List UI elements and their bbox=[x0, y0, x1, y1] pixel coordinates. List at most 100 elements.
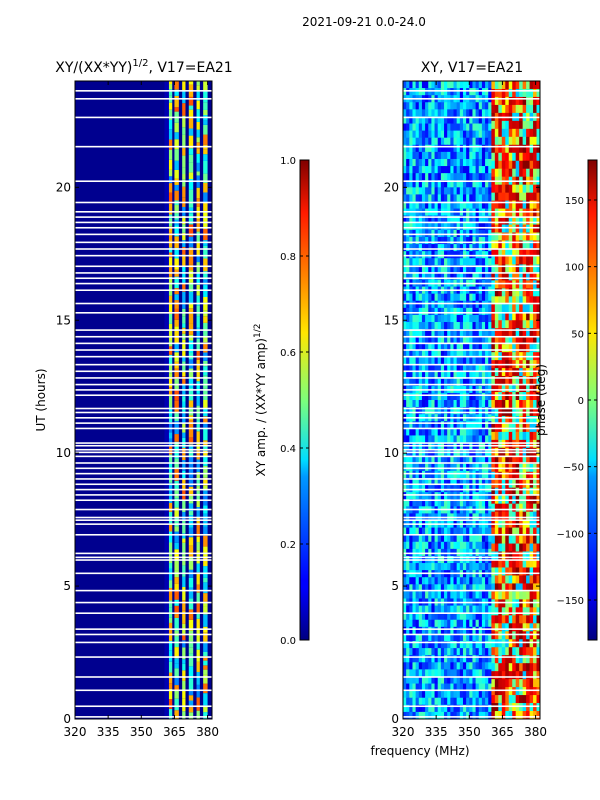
right-noise-cell bbox=[462, 499, 467, 507]
right-noise-cell bbox=[478, 364, 483, 373]
right-noise-cell bbox=[418, 400, 423, 408]
right-noise-cell bbox=[409, 619, 413, 628]
left-colorbar-ticks: 0.00.20.40.60.81.0 bbox=[280, 156, 309, 647]
right-noise-cell bbox=[456, 492, 461, 500]
right-noise-cell bbox=[447, 300, 451, 309]
right-noise-cell bbox=[434, 577, 439, 585]
right-structure-cell bbox=[519, 160, 524, 170]
right-noise-cell bbox=[425, 655, 429, 663]
right-noise-cell bbox=[437, 371, 442, 380]
right-noise-cell bbox=[488, 577, 492, 585]
right-structure-cell bbox=[512, 711, 517, 719]
left-band-5-cell bbox=[203, 427, 208, 441]
right-structure-cell bbox=[491, 695, 496, 704]
right-noise-cell bbox=[462, 527, 467, 536]
right-structure-cell bbox=[505, 431, 510, 441]
right-noise-cell bbox=[409, 704, 413, 713]
right-noise-cell bbox=[453, 435, 458, 444]
right-noise-cell bbox=[409, 88, 413, 96]
right-noise-cell bbox=[409, 123, 413, 132]
right-noise-cell bbox=[459, 641, 464, 649]
right-structure-cell bbox=[512, 384, 517, 393]
right-noise-cell bbox=[415, 421, 420, 429]
right-noise-cell bbox=[459, 563, 464, 571]
right-noise-cell bbox=[469, 534, 473, 543]
right-structure-cell bbox=[501, 208, 506, 218]
right-noise-cell bbox=[456, 364, 461, 373]
right-structure-cell bbox=[491, 559, 496, 568]
right-noise-cell bbox=[447, 187, 451, 195]
right-noise-cell bbox=[434, 102, 439, 110]
left-band-0-cell bbox=[168, 183, 173, 193]
right-gap-row bbox=[403, 641, 540, 644]
right-noise-cell bbox=[456, 151, 461, 160]
right-noise-cell bbox=[462, 265, 467, 273]
right-structure-cell bbox=[505, 663, 510, 672]
right-noise-cell bbox=[403, 201, 407, 210]
right-noise-cell bbox=[415, 577, 420, 585]
left-gap-row bbox=[75, 451, 212, 454]
right-noise-cell bbox=[415, 137, 420, 146]
left-band-5-cell bbox=[203, 296, 208, 303]
right-noise-cell bbox=[447, 563, 451, 571]
right-noise-cell bbox=[466, 449, 470, 458]
right-noise-cell bbox=[444, 704, 448, 713]
right-structure-cell bbox=[515, 144, 520, 154]
right-gap-row bbox=[403, 442, 540, 444]
left-band-0-cell bbox=[168, 282, 173, 296]
right-noise-cell bbox=[485, 577, 489, 585]
right-structure-cell bbox=[522, 527, 527, 537]
right-structure-cell bbox=[519, 543, 524, 553]
right-structure-cell bbox=[526, 376, 531, 385]
right-noise-cell bbox=[406, 173, 410, 181]
right-noise-cell bbox=[450, 619, 455, 628]
right-noise-cell bbox=[409, 655, 413, 663]
right-structure-cell bbox=[529, 511, 534, 521]
right-noise-cell bbox=[440, 300, 445, 309]
right-noise-cell bbox=[481, 584, 486, 592]
left-band-0-cell bbox=[168, 699, 173, 709]
right-noise-cell bbox=[421, 704, 426, 713]
right-structure-cell bbox=[515, 160, 520, 170]
right-noise-cell bbox=[447, 676, 451, 685]
right-structure-cell bbox=[519, 527, 524, 537]
right-noise-cell bbox=[440, 265, 445, 273]
right-noise-cell bbox=[453, 563, 458, 571]
right-structure-cell bbox=[491, 224, 496, 234]
right-noise-cell bbox=[450, 633, 455, 642]
right-noise-cell bbox=[488, 364, 492, 373]
right-structure-cell bbox=[508, 599, 513, 608]
right-structure-cell bbox=[515, 232, 520, 241]
right-noise-cell bbox=[488, 222, 492, 231]
right-noise-cell bbox=[466, 364, 470, 373]
left-band-4-cell bbox=[196, 661, 200, 672]
right-noise-cell bbox=[488, 591, 492, 599]
left-band-5-cell bbox=[203, 182, 208, 193]
right-noise-cell bbox=[412, 173, 417, 181]
right-noise-cell bbox=[431, 130, 436, 139]
right-noise-cell bbox=[431, 102, 436, 110]
right-structure-cell bbox=[491, 96, 496, 106]
right-noise-cell bbox=[421, 676, 426, 685]
left-band-3-cell bbox=[188, 178, 194, 190]
left-band-3-cell bbox=[188, 207, 194, 214]
right-structure-cell bbox=[533, 264, 538, 273]
right-noise-cell bbox=[431, 421, 436, 429]
left-band-3-cell bbox=[188, 537, 194, 546]
left-band-4-cell bbox=[196, 431, 200, 445]
right-noise-cell bbox=[437, 527, 442, 536]
right-noise-cell bbox=[459, 428, 464, 436]
right-noise-cell bbox=[450, 343, 455, 351]
right-noise-cell bbox=[412, 109, 417, 117]
right-structure-cell bbox=[505, 655, 510, 664]
right-noise-cell bbox=[466, 158, 470, 167]
right-noise-cell bbox=[431, 492, 436, 500]
right-structure-cell bbox=[522, 280, 527, 289]
right-structure-cell bbox=[512, 128, 517, 138]
left-gap-row bbox=[75, 312, 212, 314]
right-noise-cell bbox=[434, 364, 439, 373]
right-structure-cell bbox=[522, 615, 527, 624]
right-noise-cell bbox=[440, 541, 445, 550]
right-noise-cell bbox=[481, 449, 486, 458]
left-band-5-cell bbox=[203, 601, 208, 607]
